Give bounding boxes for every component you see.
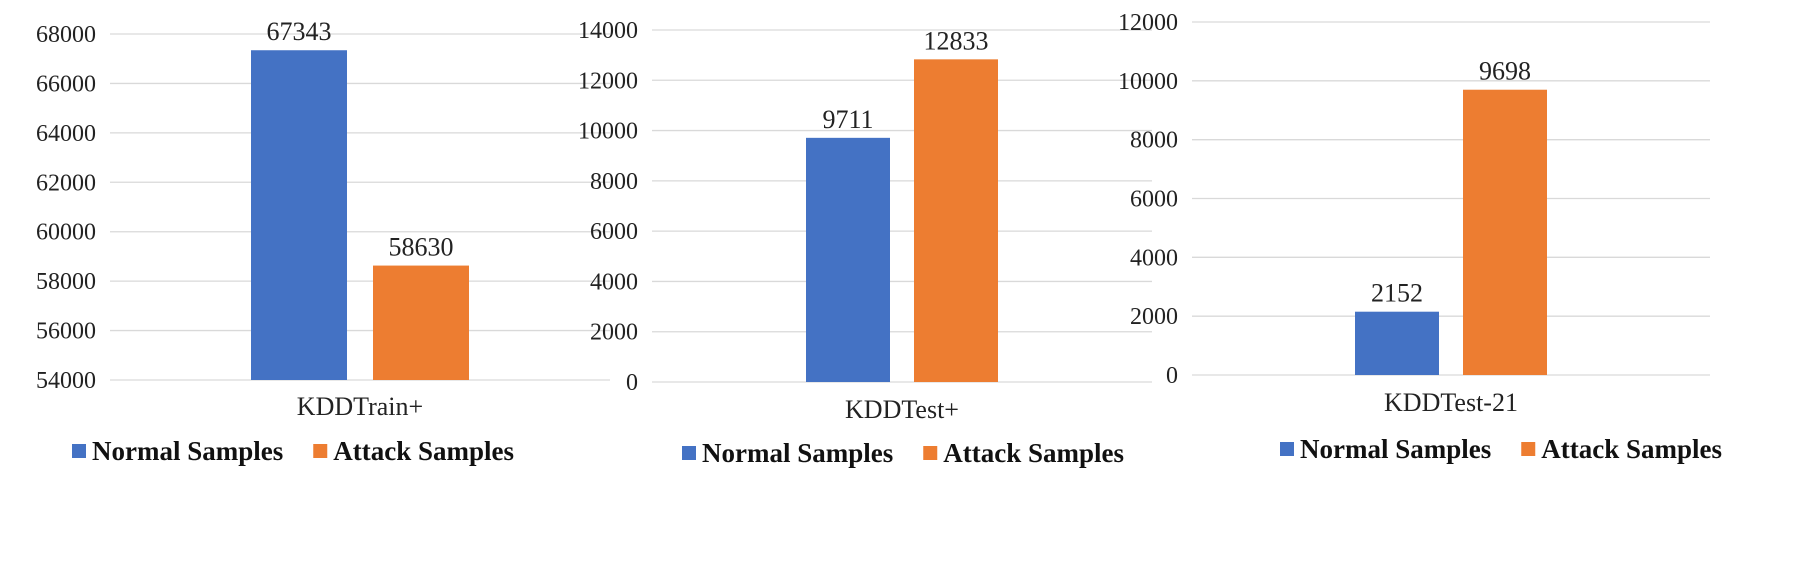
- y-tick-label: 58000: [36, 269, 96, 295]
- y-tick-label: 14000: [578, 18, 638, 44]
- x-category-label: KDDTest+: [845, 395, 959, 424]
- y-tick-label: 6000: [1130, 187, 1178, 213]
- y-tick-label: 8000: [590, 169, 638, 195]
- legend-swatch: [1521, 442, 1536, 456]
- x-category-label: KDDTrain+: [297, 392, 423, 421]
- y-tick-label: 12000: [578, 68, 638, 94]
- data-label: 67343: [267, 17, 332, 46]
- bar: [1355, 311, 1439, 375]
- y-tick-label: 62000: [36, 170, 96, 196]
- legend-swatch: [1280, 442, 1294, 456]
- y-tick-label: 68000: [36, 22, 96, 48]
- data-label: 12833: [924, 26, 989, 55]
- bar: [251, 50, 347, 381]
- legend-label: Attack Samples: [333, 436, 514, 466]
- legend-label: Attack Samples: [1541, 434, 1722, 464]
- data-label: 58630: [389, 233, 454, 262]
- y-tick-label: 0: [626, 370, 638, 396]
- y-tick-label: 56000: [36, 319, 96, 345]
- y-tick-label: 2000: [1130, 304, 1178, 330]
- data-label: 9698: [1479, 57, 1531, 86]
- legend-swatch: [682, 446, 696, 460]
- y-tick-label: 10000: [578, 119, 638, 145]
- data-label: 2152: [1371, 279, 1423, 308]
- y-tick-label: 4000: [1130, 245, 1178, 271]
- y-tick-label: 2000: [590, 320, 638, 346]
- legend-label: Attack Samples: [943, 438, 1124, 468]
- legend-label: Normal Samples: [1300, 434, 1491, 464]
- legend-swatch: [72, 444, 86, 458]
- legend-swatch: [923, 446, 938, 460]
- y-tick-label: 0: [1166, 363, 1178, 389]
- bar: [373, 265, 469, 380]
- y-tick-label: 64000: [36, 121, 96, 147]
- bar: [914, 59, 998, 383]
- y-tick-label: 6000: [590, 219, 638, 245]
- y-tick-label: 10000: [1118, 69, 1178, 95]
- y-tick-label: 60000: [36, 220, 96, 246]
- legend-label: Normal Samples: [92, 436, 283, 466]
- legend-swatch: [313, 444, 328, 458]
- bar: [806, 137, 890, 382]
- legend-label: Normal Samples: [702, 438, 893, 468]
- bar: [1463, 89, 1547, 375]
- y-tick-label: 54000: [36, 368, 96, 394]
- y-tick-label: 66000: [36, 71, 96, 97]
- y-tick-label: 4000: [590, 269, 638, 295]
- y-tick-label: 8000: [1130, 128, 1178, 154]
- y-tick-label: 12000: [1118, 10, 1178, 36]
- data-label: 9711: [822, 105, 873, 134]
- x-category-label: KDDTest-21: [1384, 388, 1518, 417]
